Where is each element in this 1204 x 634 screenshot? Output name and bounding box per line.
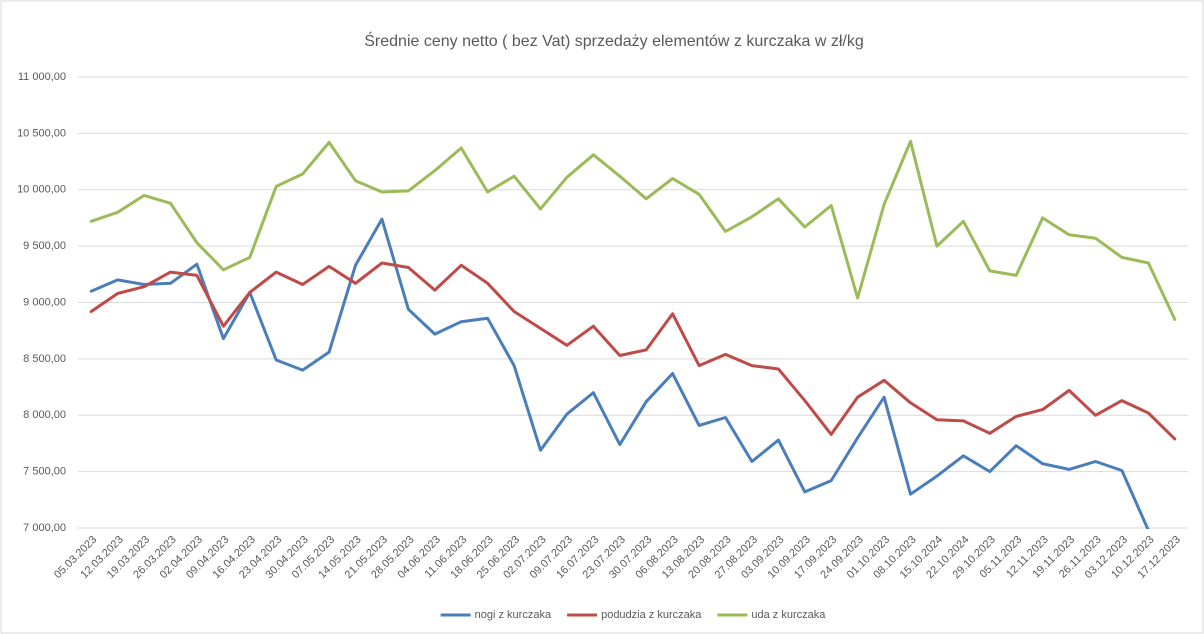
y-tick-label: 10 500,00: [17, 127, 66, 139]
series-line: [89, 217, 1150, 529]
legend-label: podudzia z kurczaka: [601, 609, 702, 621]
legend-label: uda z kurczaka: [751, 609, 826, 621]
y-tick-label: 8 000,00: [23, 409, 66, 421]
legend-label: nogi z kurczaka: [475, 609, 552, 621]
series-line: [89, 139, 1177, 321]
y-tick-label: 9 000,00: [23, 296, 66, 308]
y-tick-label: 7 000,00: [23, 522, 66, 534]
chart-title: Średnie ceny netto ( bez Vat) sprzedaży …: [364, 31, 863, 50]
plot: [89, 139, 1177, 529]
y-tick-label: 9 500,00: [23, 240, 66, 252]
y-tick-label: 8 500,00: [23, 353, 66, 365]
y-tick-label: 7 500,00: [23, 466, 66, 478]
y-tick-label: 10 000,00: [17, 184, 66, 196]
y-tick-label: 11 000,00: [18, 71, 66, 83]
series-line: [89, 261, 1177, 441]
